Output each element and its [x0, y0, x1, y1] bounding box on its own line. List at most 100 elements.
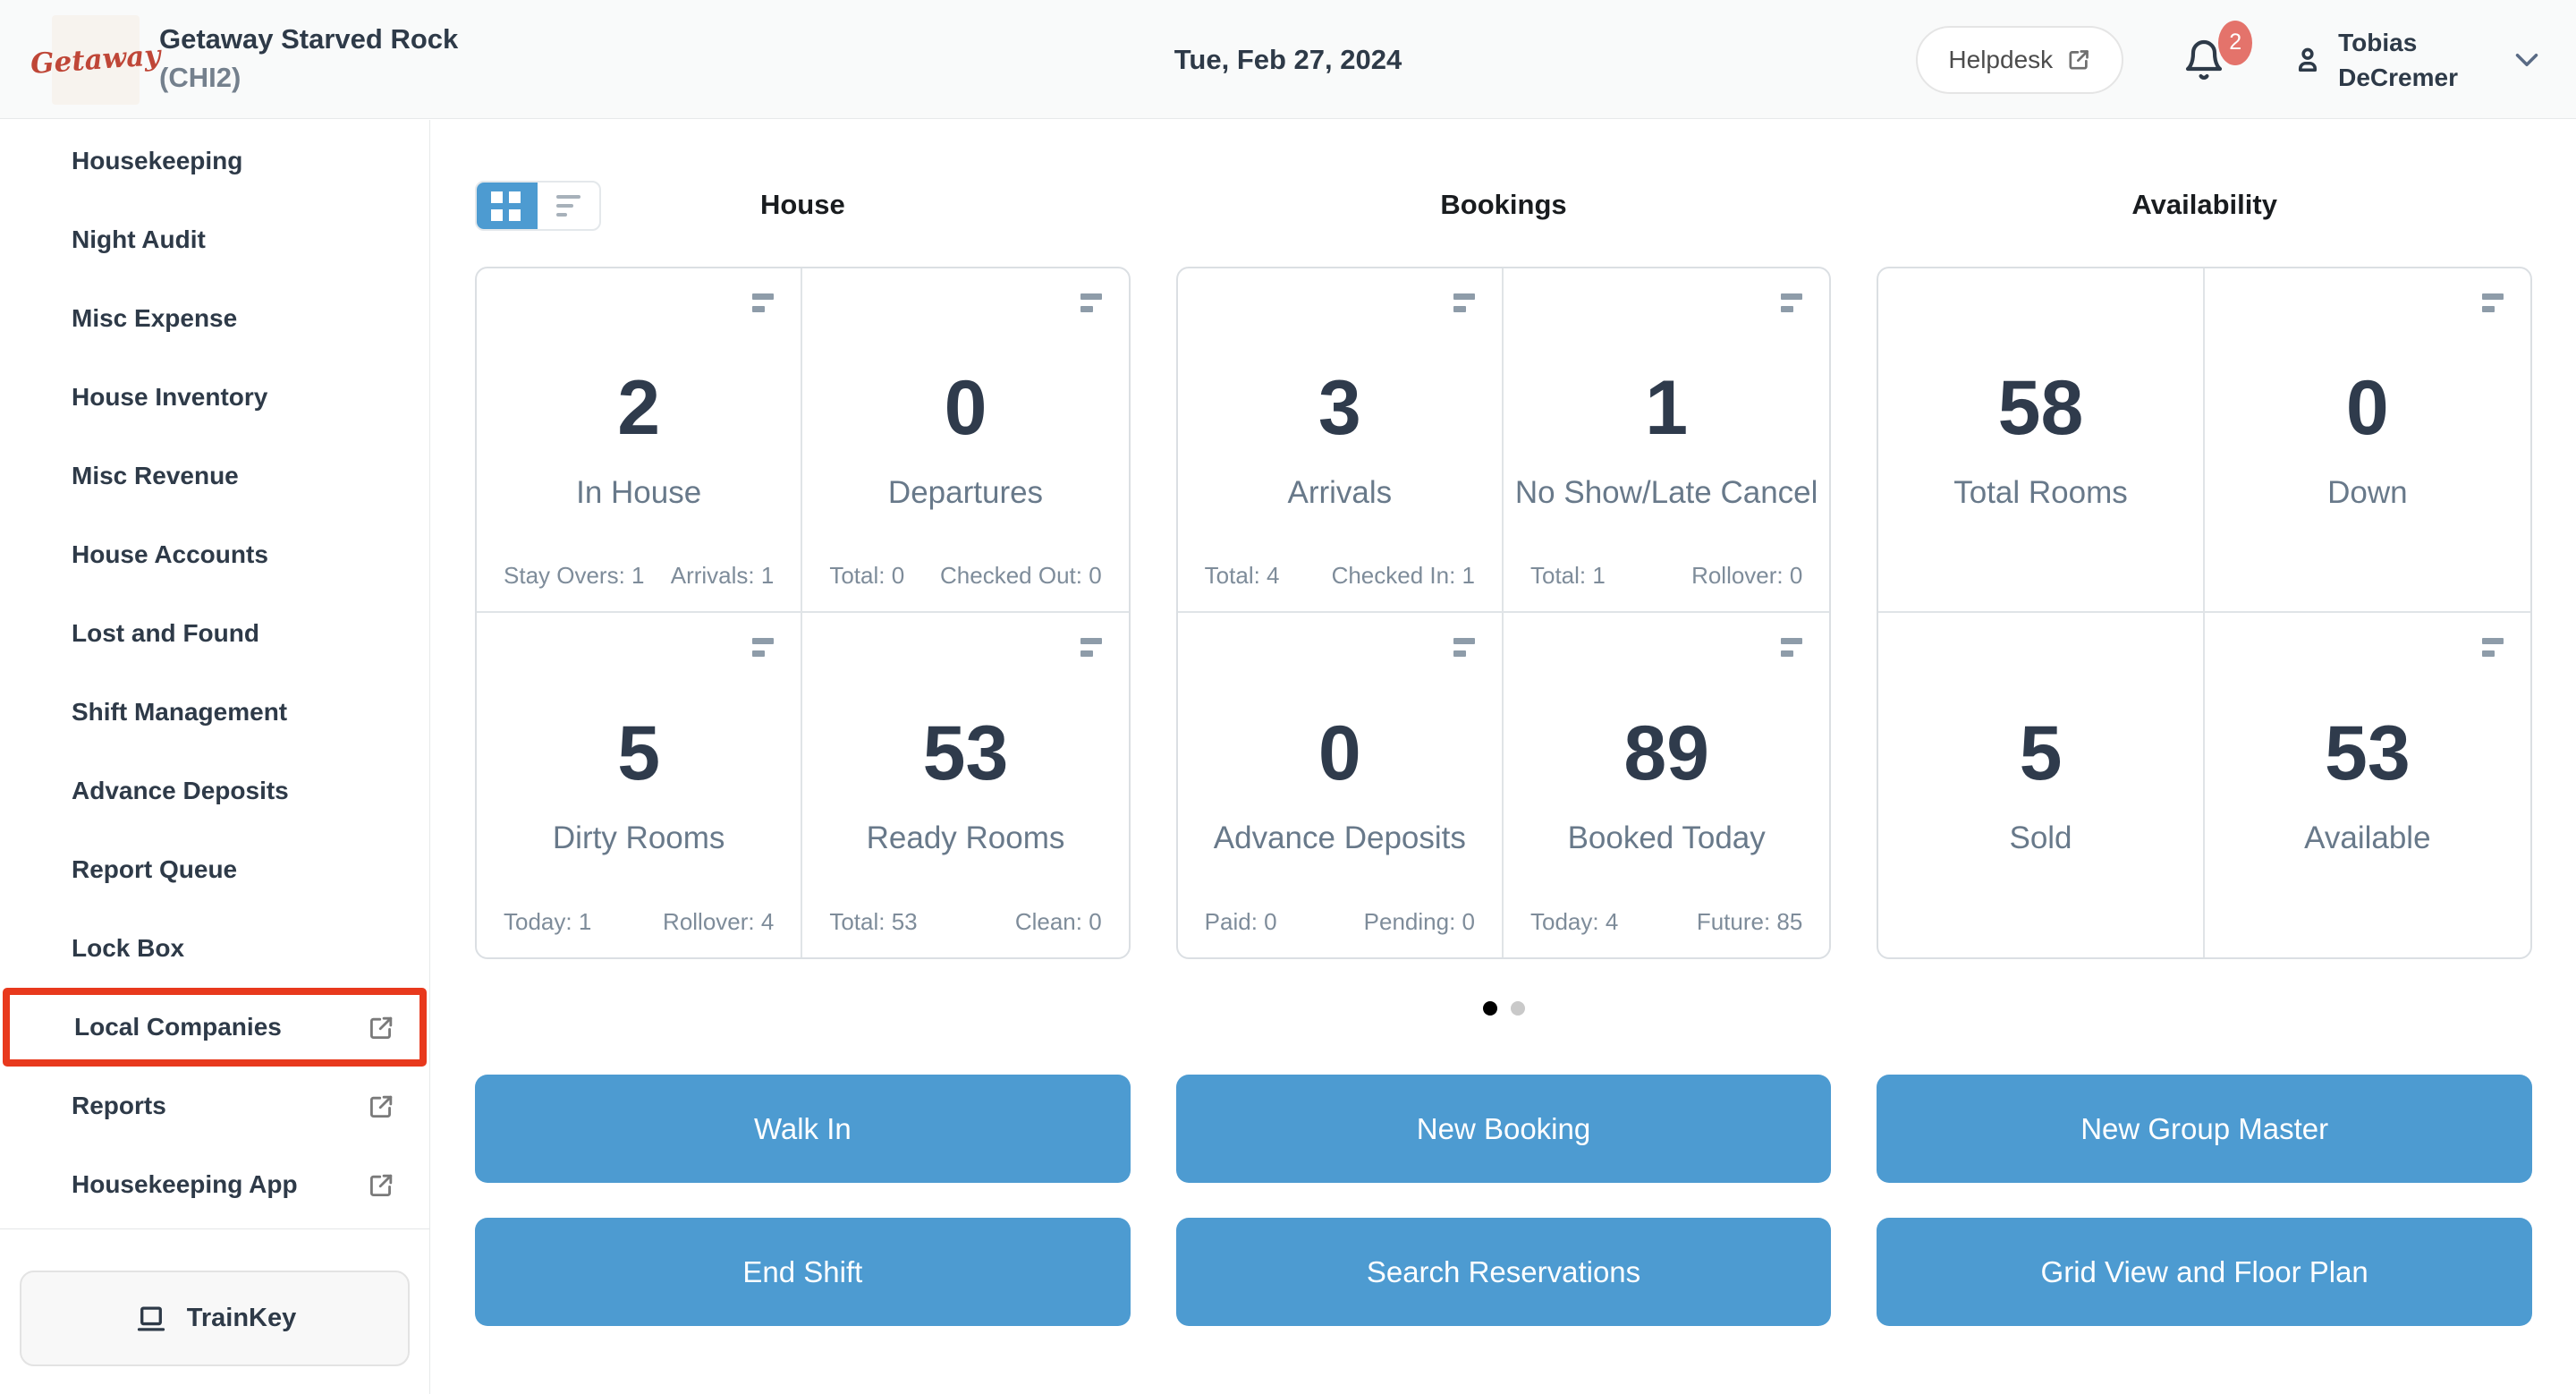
section-title-availability: Availability: [2131, 189, 2277, 220]
quick-actions-row-1: Walk In New Booking New Group Master: [475, 1075, 2533, 1183]
sidebar-nav: Housekeeping Night Audit Misc Expense Ho…: [0, 120, 429, 1224]
search-reservations-button[interactable]: Search Reservations: [1175, 1218, 1832, 1326]
sort-bars-icon[interactable]: [1080, 638, 1102, 657]
helpdesk-button[interactable]: Helpdesk: [1916, 25, 2124, 94]
card-sold: 5 Sold: [1878, 613, 2205, 957]
sidebar-item-reports[interactable]: Reports: [0, 1067, 429, 1145]
metric-label: Dirty Rooms: [552, 820, 725, 855]
metric-value: 53: [2325, 710, 2411, 796]
external-link-icon: [368, 1014, 395, 1041]
view-toggle: [475, 181, 601, 231]
metric-value: 0: [2345, 364, 2389, 451]
card-advance-deposits: 0 Advance Deposits Paid: 0 Pending: 0: [1178, 613, 1504, 957]
metric-label: Advance Deposits: [1213, 820, 1466, 855]
sort-bars-icon[interactable]: [1080, 293, 1102, 312]
grid-view-button[interactable]: [477, 183, 538, 229]
metric-value: 0: [944, 364, 987, 451]
sidebar-item-label: Reports: [72, 1092, 166, 1119]
user-last-name: DeCremer: [2338, 63, 2458, 91]
quick-actions-row-2: End Shift Search Reservations Grid View …: [475, 1218, 2533, 1326]
sidebar-item-house-inventory[interactable]: House Inventory: [0, 358, 429, 437]
substat-left: Total: 4: [1204, 562, 1280, 589]
substat-left: Today: 1: [504, 908, 592, 935]
card-available: 53 Available: [2205, 613, 2530, 957]
end-shift-button[interactable]: End Shift: [475, 1218, 1131, 1326]
new-booking-button[interactable]: New Booking: [1175, 1075, 1832, 1183]
sidebar-item-shift-management[interactable]: Shift Management: [0, 673, 429, 752]
sidebar-item-advance-deposits[interactable]: Advance Deposits: [0, 752, 429, 830]
card-ready-rooms: 53 Ready Rooms Total: 53 Clean: 0: [802, 613, 1128, 957]
sidebar-item-local-companies[interactable]: Local Companies: [3, 988, 427, 1067]
external-link-icon: [368, 1171, 395, 1199]
sort-bars-icon[interactable]: [752, 638, 775, 657]
card-total-rooms: 58 Total Rooms: [1878, 268, 2205, 613]
metric-substats: Today: 4 Future: 85: [1530, 908, 1802, 936]
sidebar-item-misc-revenue[interactable]: Misc Revenue: [0, 437, 429, 515]
sidebar-item-misc-expense[interactable]: Misc Expense: [0, 279, 429, 358]
sort-bars-icon[interactable]: [1453, 293, 1475, 312]
substat-right: Checked Out: 0: [940, 562, 1102, 589]
availability-card-grid: 58 Total Rooms 0 Down 5 Sold 53 Availabl…: [1877, 267, 2533, 959]
metric-value: 89: [1623, 710, 1709, 796]
metric-substats: Total: 4 Checked In: 1: [1205, 562, 1475, 590]
substat-right: Arrivals: 1: [670, 562, 775, 589]
sidebar-item-label: Advance Deposits: [72, 777, 289, 804]
trainkey-button[interactable]: TrainKey: [20, 1271, 410, 1366]
property-title: Getaway Starved Rock (CHI2): [159, 20, 458, 97]
new-group-master-button[interactable]: New Group Master: [1877, 1075, 2533, 1183]
walk-in-button[interactable]: Walk In: [475, 1075, 1131, 1183]
sort-bars-icon[interactable]: [1453, 638, 1475, 657]
sort-bars-icon[interactable]: [1781, 293, 1803, 312]
sidebar-item-house-accounts[interactable]: House Accounts: [0, 515, 429, 594]
metric-substats: Total: 1 Rollover: 0: [1530, 562, 1802, 590]
metric-label: Down: [2327, 474, 2408, 510]
user-menu[interactable]: Tobias DeCremer: [2292, 25, 2458, 95]
metric-columns: 2 In House Stay Overs: 1 Arrivals: 1 0 D…: [475, 267, 2533, 959]
sidebar-item-housekeeping-app[interactable]: Housekeeping App: [0, 1145, 429, 1224]
pagination-dot-2[interactable]: [1510, 1001, 1525, 1016]
house-card-grid: 2 In House Stay Overs: 1 Arrivals: 1 0 D…: [475, 267, 1131, 959]
sort-bars-icon[interactable]: [1781, 638, 1803, 657]
metric-label: Available: [2304, 820, 2431, 855]
section-title-bookings: Bookings: [1440, 189, 1567, 220]
external-link-icon: [2069, 50, 2089, 70]
app-header: Getaway Getaway Starved Rock (CHI2) Tue,…: [0, 0, 2576, 119]
logo-text: Getaway: [30, 38, 162, 81]
sidebar-item-night-audit[interactable]: Night Audit: [0, 200, 429, 279]
grid-view-floor-plan-button[interactable]: Grid View and Floor Plan: [1877, 1218, 2533, 1326]
property-code: (CHI2): [159, 62, 242, 93]
header-actions: Helpdesk 2 Tobias DeCremer: [1916, 0, 2549, 119]
metric-value: 58: [1997, 364, 2084, 451]
substat-right: Checked In: 1: [1331, 562, 1475, 589]
sidebar-item-label: Report Queue: [72, 855, 238, 883]
user-name: Tobias DeCremer: [2338, 25, 2458, 95]
sort-bars-icon[interactable]: [2482, 638, 2504, 657]
sidebar-item-report-queue[interactable]: Report Queue: [0, 830, 429, 909]
sort-bars-icon[interactable]: [752, 293, 775, 312]
metric-value: 3: [1318, 364, 1361, 451]
sidebar-item-lock-box[interactable]: Lock Box: [0, 909, 429, 988]
pagination-dot-1[interactable]: [1482, 1001, 1497, 1016]
metric-label: Arrivals: [1287, 474, 1393, 510]
user-first-name: Tobias: [2338, 28, 2418, 56]
sidebar-item-housekeeping[interactable]: Housekeeping: [0, 122, 429, 200]
metric-value: 5: [2019, 710, 2063, 796]
laptop-icon: [137, 1305, 165, 1331]
metric-value: 1: [1645, 364, 1689, 451]
card-down: 0 Down: [2204, 268, 2531, 613]
sidebar-item-label: Misc Revenue: [72, 462, 239, 489]
substat-left: Stay Overs: 1: [504, 562, 645, 589]
substat-left: Total: 1: [1530, 562, 1606, 589]
list-view-icon: [555, 190, 580, 222]
sidebar-item-label: Local Companies: [74, 1013, 282, 1041]
chevron-down-icon[interactable]: [2508, 41, 2546, 79]
card-dirty-rooms: 5 Dirty Rooms Today: 1 Rollover: 4: [477, 613, 803, 957]
trainkey-label: TrainKey: [186, 1304, 297, 1332]
sort-bars-icon[interactable]: [2482, 293, 2504, 312]
substat-right: Rollover: 0: [1691, 562, 1803, 589]
helpdesk-label: Helpdesk: [1948, 45, 2054, 73]
column-titles: House Bookings Availability: [475, 179, 2532, 231]
notifications-button[interactable]: 2: [2182, 20, 2253, 83]
list-view-button[interactable]: [538, 183, 600, 229]
sidebar-item-lost-and-found[interactable]: Lost and Found: [0, 594, 429, 673]
